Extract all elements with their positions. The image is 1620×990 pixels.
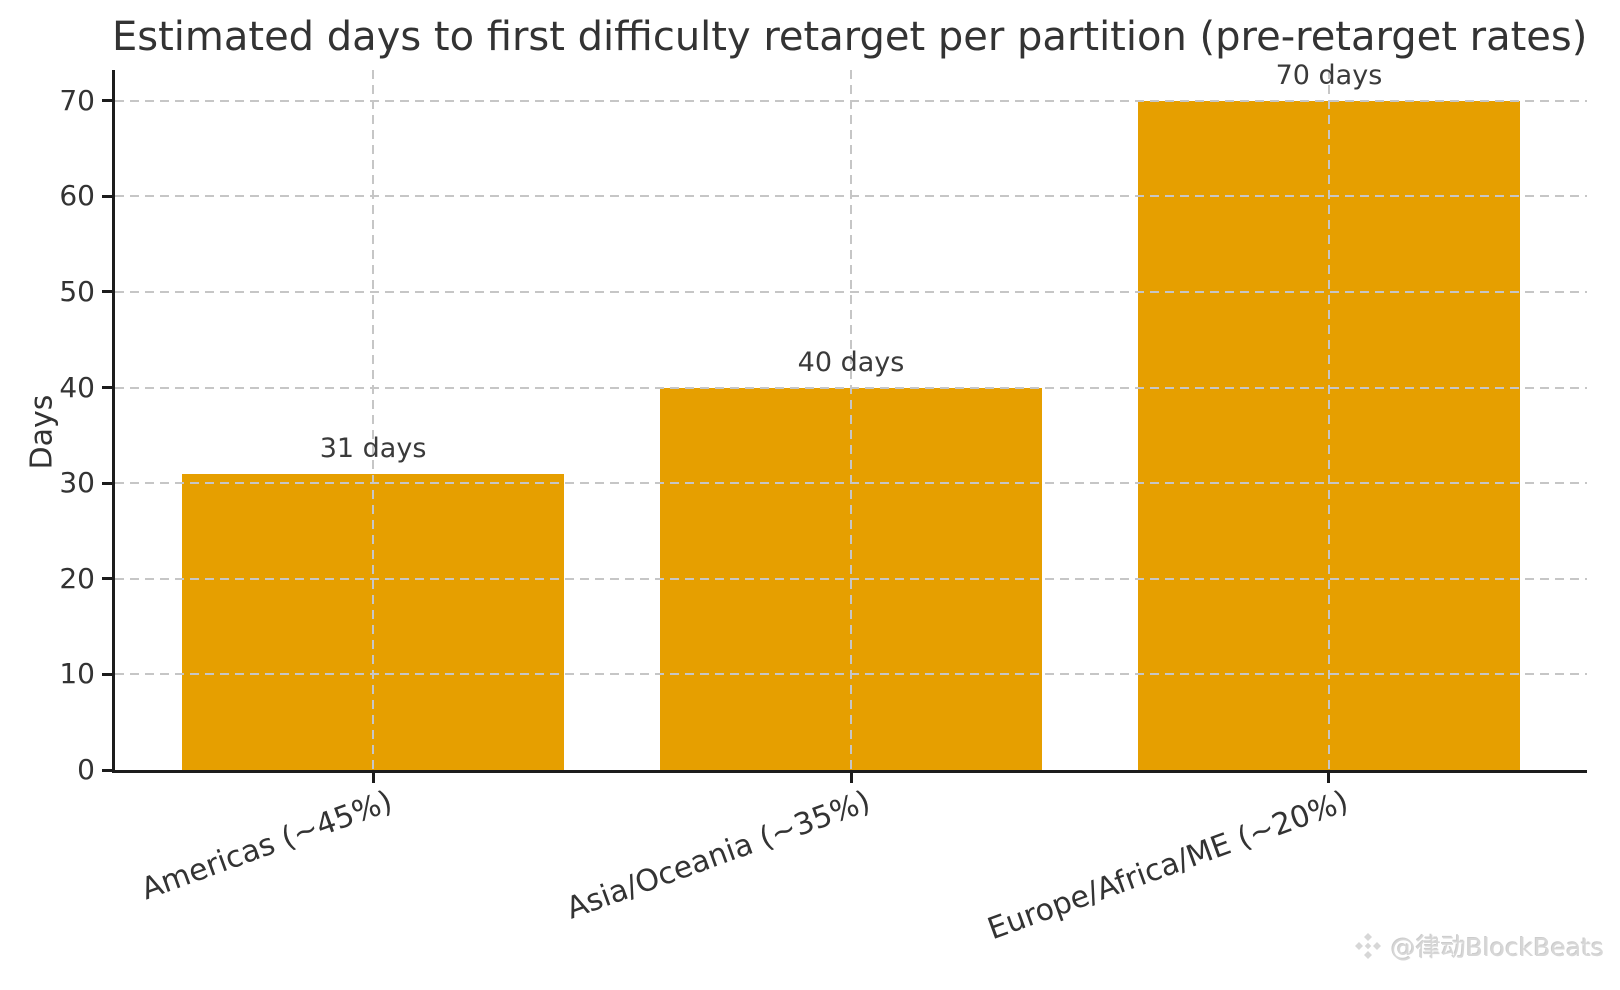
y-tick-label: 0 — [77, 753, 95, 786]
y-tick-mark — [102, 672, 112, 676]
x-tick-label: Europe/Africa/ME (~20%) — [983, 784, 1353, 948]
y-tick-mark — [102, 768, 112, 772]
x-gridline — [1327, 70, 1330, 770]
y-tick-mark — [102, 577, 112, 581]
y-tick-mark — [102, 386, 112, 389]
y-axis-label: Days — [24, 394, 60, 470]
watermark-text: @律动BlockBeats — [1390, 933, 1604, 962]
blockbeats-diamond-logo-icon — [1353, 931, 1383, 961]
plot-area: 0 10 20 30 40 50 60 70 Americas (~45%) 31 days Asi… — [59, 60, 1587, 947]
x-tick-label: Asia/Oceania (~35%) — [561, 784, 875, 927]
y-tick-label: 50 — [59, 274, 95, 308]
x-gridline — [372, 70, 375, 770]
x-tick-mark — [371, 773, 375, 783]
x-gridline — [850, 70, 852, 770]
y-tick-label: 10 — [59, 657, 95, 691]
watermark: @律动BlockBeats — [1353, 928, 1604, 964]
bar-value-label: 31 days — [319, 432, 427, 464]
y-tick-mark — [102, 194, 112, 198]
y-tick-label: 60 — [59, 179, 95, 213]
chart-title: Estimated days to first difficulty retar… — [112, 14, 1588, 60]
x-tick-mark — [1327, 773, 1331, 783]
bar-value-label: 40 days — [797, 346, 905, 378]
x-tick-label: Americas (~45%) — [136, 784, 398, 908]
y-tick-mark — [102, 99, 112, 103]
bar-value-label: 70 days — [1275, 59, 1383, 91]
y-tick-mark — [102, 290, 112, 294]
y-tick-label: 70 — [59, 83, 95, 117]
y-tick-label: 20 — [59, 561, 95, 595]
x-tick-mark — [849, 773, 853, 783]
y-tick-label: 30 — [59, 466, 95, 500]
y-tick-mark — [102, 481, 112, 485]
y-tick-label: 40 — [59, 370, 95, 404]
